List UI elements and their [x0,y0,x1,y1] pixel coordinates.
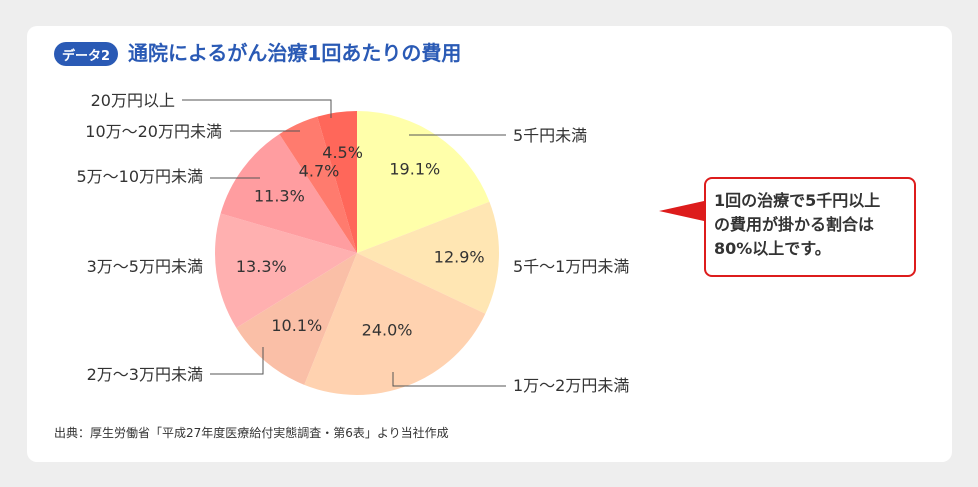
slice-category-label: 3万〜5万円未満 [87,257,203,276]
slice-value-label: 4.5% [322,143,363,162]
slice-value-label: 13.3% [236,257,287,276]
pie-slice [357,201,500,314]
slice-value-label: 24.0% [362,321,413,340]
callout-pointer [659,201,704,221]
slice-category-label: 5千〜1万円未満 [513,257,629,276]
callout-line: の費用が掛かる割合は [714,215,875,234]
pie-slice [220,134,357,253]
pie-slice [215,213,357,328]
pie-slice [357,111,490,253]
slice-category-label: 5千円未満 [513,126,587,145]
callout-line: 80%以上です。 [714,239,831,258]
leader-line [210,347,264,375]
slice-value-label: 11.3% [254,187,305,206]
slice-value-label: 10.1% [271,316,322,335]
leader-line [182,99,332,118]
slice-category-label: 5万〜10万円未満 [76,167,203,186]
slice-value-label: 4.7% [299,161,340,180]
pie-slice [317,111,357,253]
chart-title: 通院によるがん治療1回あたりの費用 [128,41,462,65]
slice-value-label: 12.9% [434,248,485,267]
slice-category-label: 1万〜2万円未満 [513,376,629,395]
pie-slice [304,253,486,395]
pie-slice [279,116,357,254]
pie-slice [236,253,357,385]
slice-category-label: 2万〜3万円未満 [87,365,203,384]
data-badge: データ2 [54,42,118,66]
slice-value-label: 19.1% [389,160,440,179]
slice-category-label: 20万円以上 [91,91,175,110]
leader-line [392,372,506,387]
callout-line: 1回の治療で5千円以上 [714,191,881,210]
callout-box: 1回の治療で5千円以上 の費用が掛かる割合は 80%以上です。 [704,177,916,277]
source-note: 出典：厚生労働省「平成27年度医療給付実態調査・第6表」より当社作成 [54,426,449,440]
slice-category-label: 10万〜20万円未満 [85,122,222,141]
